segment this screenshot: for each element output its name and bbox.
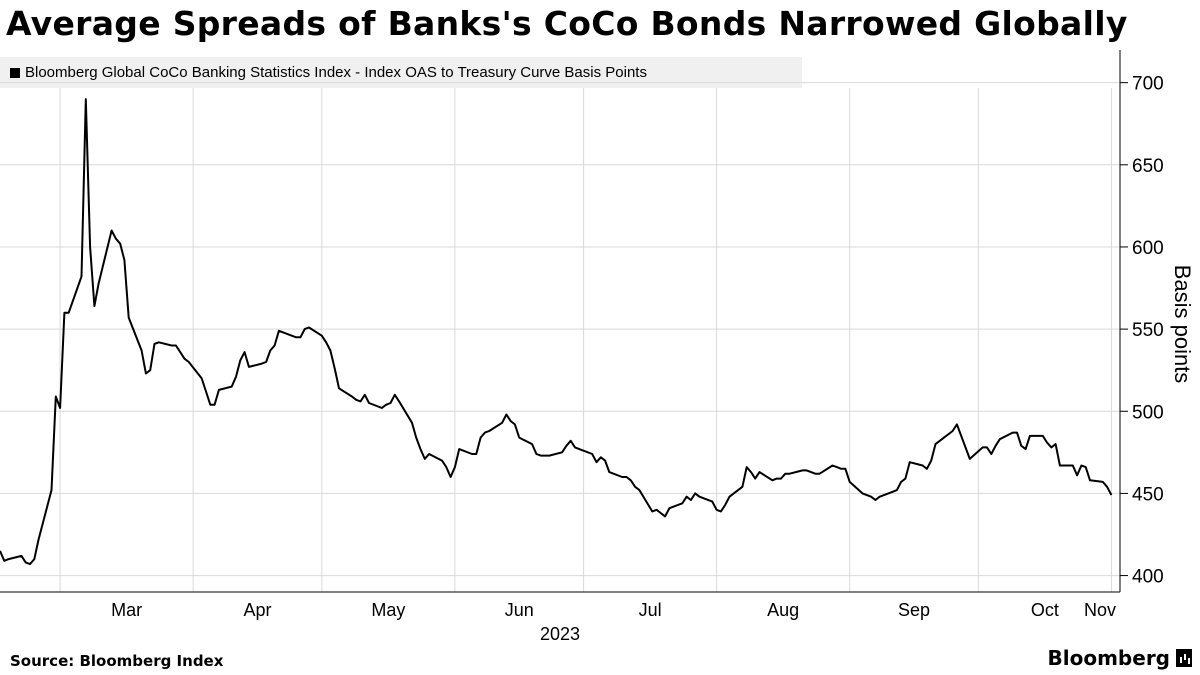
legend-label: Bloomberg Global CoCo Banking Statistics… (25, 64, 647, 81)
bloomberg-terminal-icon (1176, 649, 1192, 667)
series-line-coco-oas (0, 98, 1113, 566)
y-axis: 400 450 500 550 600 650 700 (1119, 50, 1164, 592)
x-tick-label-apr: Apr (243, 600, 271, 620)
y-axis-label: Basis points (1170, 265, 1195, 384)
chart-title: Average Spreads of Banks's CoCo Bonds Na… (6, 4, 1128, 43)
y-tick-label-550: 550 (1132, 320, 1164, 341)
x-axis-year-label: 2023 (540, 624, 580, 644)
y-tick-label-450: 450 (1132, 484, 1164, 505)
y-tick-label-700: 700 (1132, 74, 1164, 95)
series-layer (0, 98, 1113, 566)
x-tick-label-jul: Jul (639, 600, 662, 620)
y-tick-label-600: 600 (1132, 238, 1164, 259)
y-tick-label-400: 400 (1132, 567, 1164, 588)
x-tick-label-mar: Mar (111, 600, 142, 620)
bloomberg-logo: Bloomberg (1048, 646, 1192, 670)
x-axis: Mar Apr May Jun Jul Aug Sep Oct Nov (0, 591, 1120, 620)
x-tick-label-aug: Aug (767, 600, 799, 620)
y-tick-label-650: 650 (1132, 156, 1164, 177)
source-note: Source: Bloomberg Index (10, 652, 224, 670)
x-tick-label-may: May (371, 600, 405, 620)
x-tick-label-oct: Oct (1031, 600, 1059, 620)
brand-text: Bloomberg (1047, 646, 1170, 670)
gridlines (0, 82, 1120, 592)
legend-swatch (10, 67, 20, 78)
x-tick-label-nov: Nov (1084, 600, 1116, 620)
x-tick-label-jun: Jun (505, 600, 534, 620)
y-tick-label-500: 500 (1132, 402, 1164, 423)
x-tick-label-sep: Sep (898, 600, 930, 620)
